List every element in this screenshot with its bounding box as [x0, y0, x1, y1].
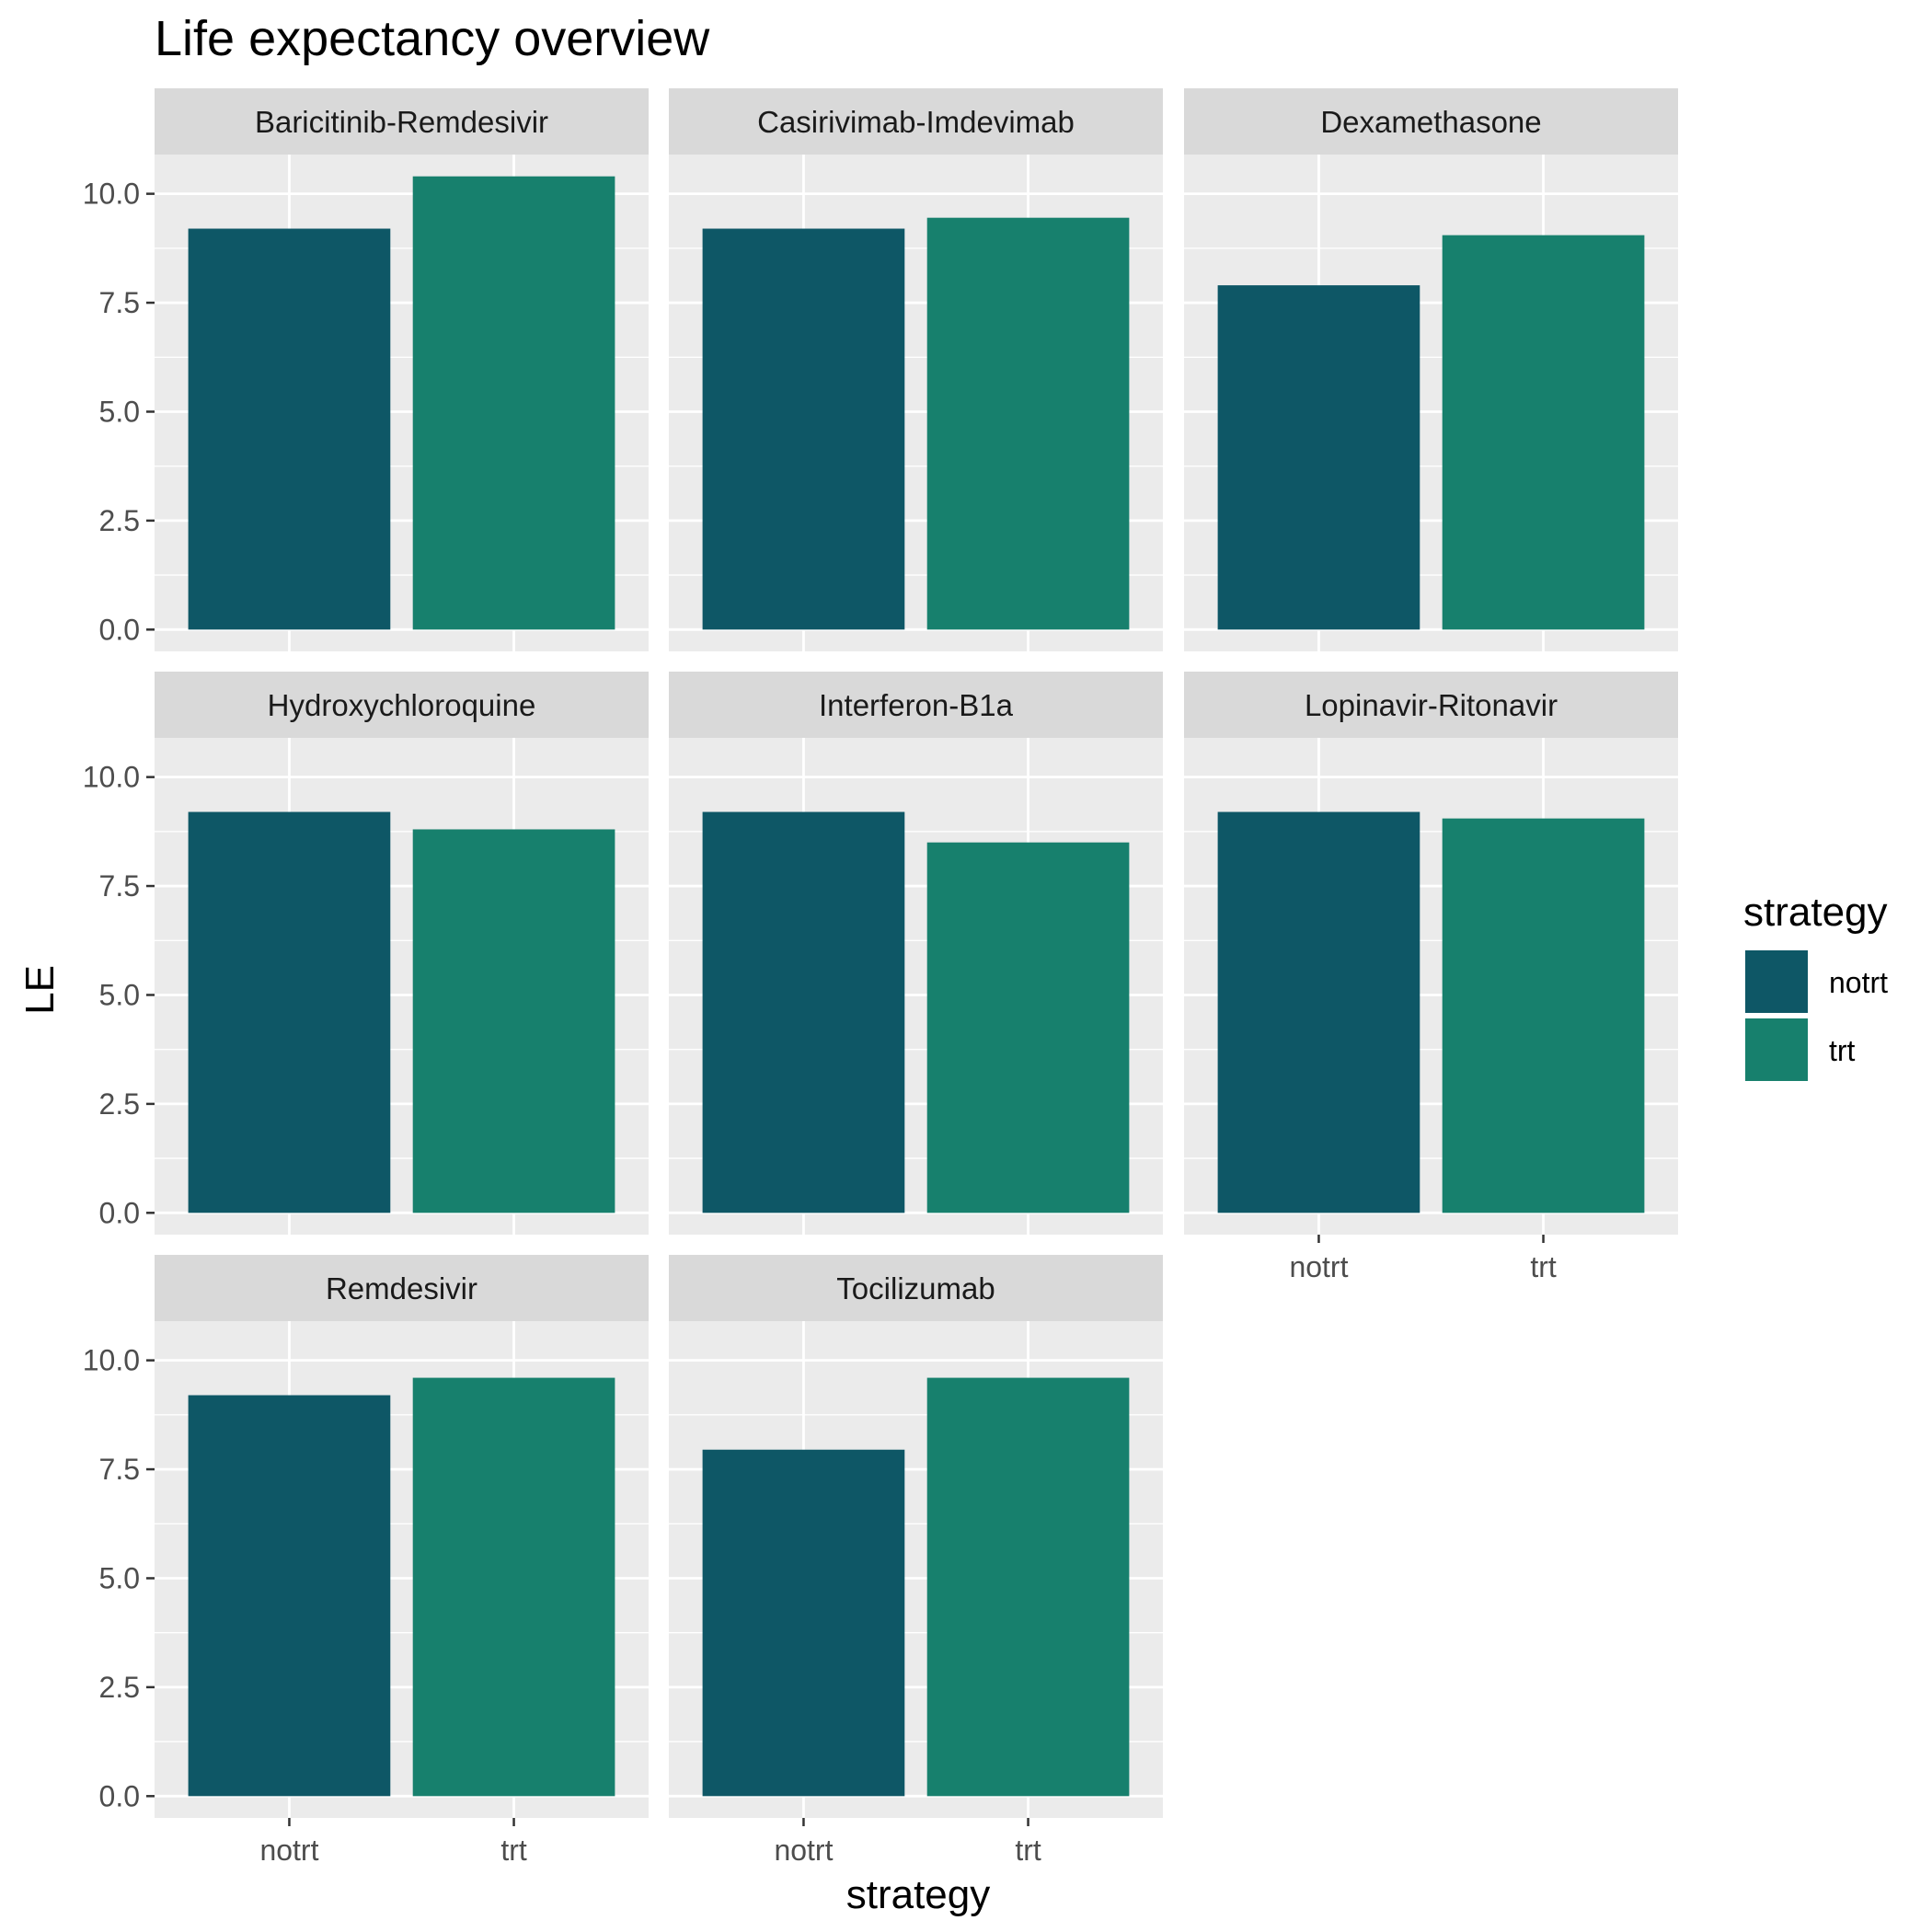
- y-tick-label: 0.0: [99, 1196, 140, 1229]
- bar-lopinavir-ritonavir-notrt: [1217, 811, 1420, 1213]
- bar-casirivimab-imdevimab-notrt: [702, 228, 905, 630]
- x-axis-title: strategy: [846, 1872, 991, 1917]
- bar-dexamethasone-trt: [1442, 235, 1645, 630]
- legend-title: strategy: [1743, 890, 1888, 935]
- y-tick-label: 7.5: [99, 286, 140, 319]
- bar-tocilizumab-trt: [926, 1377, 1130, 1797]
- y-tick-label: 0.0: [99, 613, 140, 646]
- x-tick-label: notrt: [259, 1834, 318, 1867]
- facet-strip-casirivimab-imdevimab: [669, 88, 1163, 155]
- facet-strip-label-lopinavir-ritonavir: Lopinavir-Ritonavir: [1305, 688, 1558, 722]
- legend-label-notrt: notrt: [1829, 966, 1888, 999]
- y-tick-label: 7.5: [99, 869, 140, 903]
- bar-hydroxychloroquine-notrt: [188, 811, 391, 1213]
- facet-casirivimab-imdevimab: Casirivimab-Imdevimab: [669, 88, 1163, 651]
- bar-remdesivir-trt: [412, 1377, 615, 1797]
- x-tick-label: trt: [1530, 1250, 1557, 1283]
- y-tick-label: 2.5: [99, 504, 140, 537]
- facet-tocilizumab: Tocilizumab notrt trt: [669, 1255, 1163, 1867]
- facet-strip-tocilizumab: [669, 1255, 1163, 1321]
- facet-strip-label-interferon-b1a: Interferon-B1a: [819, 688, 1014, 722]
- facet-strip-label-baricitinib-remdesivir: Baricitinib-Remdesivir: [255, 105, 548, 139]
- y-tick-label: 10.0: [83, 761, 140, 794]
- y-tick-label: 2.5: [99, 1087, 140, 1121]
- x-tick-label: notrt: [1289, 1250, 1348, 1283]
- facet-strip-label-tocilizumab: Tocilizumab: [836, 1271, 995, 1305]
- facet-strip-label-dexamethasone: Dexamethasone: [1320, 105, 1541, 139]
- legend-key-notrt: [1745, 950, 1808, 1013]
- bar-casirivimab-imdevimab-trt: [926, 217, 1130, 630]
- bar-hydroxychloroquine-trt: [412, 829, 615, 1213]
- facet-remdesivir: Remdesivir 0.0 2.5 5.0 7.5 10.0 notrt trt: [83, 1255, 649, 1867]
- legend: strategy notrt trt: [1743, 890, 1888, 1081]
- y-tick-label: 10.0: [83, 178, 140, 211]
- facet-strip-remdesivir: [155, 1255, 649, 1321]
- y-tick-label: 2.5: [99, 1671, 140, 1704]
- x-tick-label: trt: [500, 1834, 527, 1867]
- facet-baricitinib-remdesivir: Baricitinib-Remdesivir 0.0 2.5 5.0 7.5 10.0: [83, 88, 649, 651]
- facet-strip-dexamethasone: [1184, 88, 1678, 155]
- bar-tocilizumab-notrt: [702, 1449, 905, 1797]
- facet-strip-hydroxychloroquine: [155, 672, 649, 738]
- y-tick-label: 5.0: [99, 395, 140, 428]
- y-tick-label: 10.0: [83, 1344, 140, 1377]
- x-tick-label: notrt: [774, 1834, 833, 1867]
- bar-baricitinib-remdesivir-notrt: [188, 228, 391, 630]
- bar-remdesivir-notrt: [188, 1395, 391, 1797]
- facet-dexamethasone: Dexamethasone: [1184, 88, 1678, 651]
- facet-lopinavir-ritonavir: Lopinavir-Ritonavir notrt trt: [1184, 672, 1678, 1283]
- legend-label-trt: trt: [1829, 1034, 1856, 1067]
- y-tick-label: 7.5: [99, 1453, 140, 1486]
- facet-strip-label-hydroxychloroquine: Hydroxychloroquine: [268, 688, 536, 722]
- y-tick-label: 5.0: [99, 1561, 140, 1594]
- bar-baricitinib-remdesivir-trt: [412, 176, 615, 630]
- facet-panels: Baricitinib-Remdesivir 0.0 2.5 5.0 7.5 10.0 Ca…: [83, 88, 1678, 1867]
- facet-interferon-b1a: Interferon-B1a: [669, 672, 1163, 1235]
- facet-strip-interferon-b1a: [669, 672, 1163, 738]
- facet-strip-lopinavir-ritonavir: [1184, 672, 1678, 738]
- y-tick-label: 5.0: [99, 978, 140, 1011]
- y-tick-label: 0.0: [99, 1779, 140, 1812]
- bar-interferon-b1a-notrt: [702, 811, 905, 1213]
- legend-key-trt: [1745, 1018, 1808, 1081]
- bar-interferon-b1a-trt: [926, 842, 1130, 1213]
- bar-lopinavir-ritonavir-trt: [1442, 818, 1645, 1213]
- facet-hydroxychloroquine: Hydroxychloroquine 0.0 2.5 5.0 7.5 10.0: [83, 672, 649, 1235]
- x-tick-label: trt: [1015, 1834, 1041, 1867]
- facet-strip-label-casirivimab-imdevimab: Casirivimab-Imdevimab: [757, 105, 1075, 139]
- y-axis-title: LE: [17, 965, 63, 1015]
- bar-dexamethasone-notrt: [1217, 285, 1420, 630]
- chart-title: Life expectancy overview: [155, 11, 710, 66]
- facet-strip-baricitinib-remdesivir: [155, 88, 649, 155]
- facet-strip-label-remdesivir: Remdesivir: [326, 1271, 477, 1305]
